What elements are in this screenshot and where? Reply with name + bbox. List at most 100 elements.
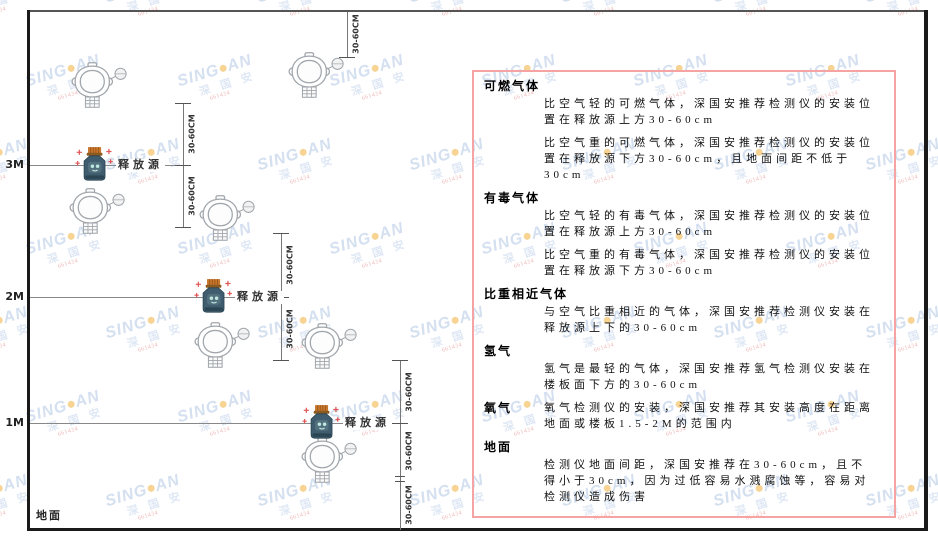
section-header: 氢气: [484, 344, 513, 358]
watermark-cn: 深 国 安: [278, 0, 338, 15]
watermark-cn: 深 国 安: [734, 0, 794, 15]
dim-tick: [175, 165, 191, 166]
dim-label: 30-60CM: [285, 245, 295, 285]
level-line-3m: [30, 165, 183, 166]
watermark-code: 661434: [289, 174, 312, 186]
watermark-dot-icon: [0, 147, 4, 157]
section-header: 氧气: [484, 401, 513, 415]
watermark-dot-icon: [906, 147, 916, 157]
section-similar-density-gas: 比重相近气体 与空气比重相近的气体，深国安推荐检测仪安装在释放源上下的30-60…: [484, 286, 880, 336]
dim-tick: [273, 360, 289, 361]
watermark-code: 661434: [441, 0, 492, 18]
section-text: 检测仪地面间距，深国安推荐在30-60cm，且不得小于30cm，因为过低容易水溅…: [544, 459, 870, 503]
watermark-code: 661434: [57, 426, 80, 438]
watermark-cn: 深 国 安: [430, 0, 490, 15]
dim-label: 30-60CM: [187, 114, 197, 154]
gas-detector-icon: [69, 188, 125, 234]
dim-label: 30-60CM: [404, 372, 414, 412]
watermark-cn: 深 国 安: [582, 0, 642, 15]
watermark-code: 661434: [209, 258, 232, 270]
level-line-2m: [30, 297, 281, 298]
watermark-cn: 深 国 安: [198, 69, 258, 99]
axis-label-2m: 2M: [5, 290, 24, 303]
watermark-code: 661434: [897, 510, 920, 522]
section-flammable-gas: 可燃气体 比空气轻的可燃气体，深国安推荐检测仪的安装位置在释放源上方30-60c…: [484, 78, 880, 183]
watermark-dot-icon: [218, 399, 228, 409]
ground-label: 地面: [36, 510, 62, 522]
release-source-label: 释放源: [116, 159, 165, 172]
watermark-code: 661434: [209, 90, 232, 102]
gas-detector-icon: [194, 322, 250, 368]
watermark-dot-icon: [218, 63, 228, 73]
watermark-cn: 深 国 安: [46, 237, 106, 267]
gas-detector-icon: [288, 52, 344, 98]
watermark-cn: 深 国 安: [350, 69, 410, 99]
dimension-line-ceiling: [347, 11, 348, 57]
section-toxic-gas: 有毒气体 比空气轻的有毒气体，深国安推荐检测仪的安装位置在释放源上方30-60c…: [484, 190, 880, 279]
level-line-1m: [30, 423, 400, 424]
section-header: 地面: [484, 440, 513, 454]
watermark-cn: 深 国 安: [46, 405, 106, 435]
release-source-icon: [75, 146, 114, 181]
watermark-code: 661434: [361, 90, 384, 102]
section-text: 氢气是最轻的气体，深国安推荐氢气检测仪安装在楼板面下方的30-60cm: [544, 363, 874, 391]
dim-tick: [175, 103, 191, 104]
gas-detector-icon: [301, 323, 357, 369]
gas-detector-icon: [71, 62, 127, 108]
watermark-code: 661434: [289, 0, 340, 18]
section-text: 比空气轻的有毒气体，深国安推荐检测仪的安装位置在释放源上方30-60cm: [544, 210, 874, 238]
watermark-code: 661434: [289, 510, 312, 522]
watermark-dot-icon: [298, 483, 308, 493]
ceiling-line: [27, 10, 928, 12]
release-source-label: 释放源: [343, 417, 392, 430]
dim-label: 30-60CM: [187, 176, 197, 216]
watermark-cn: 深 国 安: [126, 321, 186, 351]
watermark-code: 661434: [745, 0, 796, 18]
dim-label: 30-60CM: [285, 309, 295, 349]
ground-line: [27, 528, 928, 531]
watermark-dot-icon: [146, 315, 156, 325]
watermark-code: 661434: [897, 0, 938, 18]
watermark-code: 661434: [0, 6, 8, 18]
watermark-code: 661434: [897, 174, 920, 186]
watermark-code: 661434: [897, 342, 920, 354]
left-wall-line: [27, 10, 30, 531]
watermark-dot-icon: [450, 483, 460, 493]
dim-break-tick: [395, 481, 405, 482]
release-source-label: 释放源: [235, 291, 284, 304]
section-text: 与空气比重相近的气体，深国安推荐检测仪安装在释放源上下的30-60cm: [544, 306, 874, 334]
section-oxygen: 氧气 氧气检测仪的安装，深国安推荐其安装高度在距离地面或楼板1.5-2M的范围内: [484, 400, 880, 432]
watermark-dot-icon: [146, 483, 156, 493]
section-text: 比空气重的可燃气体，深国安推荐检测仪的安装位置在释放源下方30-60cm，且地面…: [544, 137, 874, 181]
watermark-cn: 深 国 安: [278, 489, 338, 519]
watermark-code: 661434: [361, 258, 384, 270]
dim-break-tick: [395, 476, 405, 477]
watermark-code: 661434: [593, 0, 644, 18]
release-source-icon: [302, 404, 341, 439]
dim-label: 30-60CM: [351, 14, 361, 54]
section-header: 可燃气体: [484, 79, 541, 93]
watermark-dot-icon: [370, 231, 380, 241]
watermark-dot-icon: [906, 315, 916, 325]
watermark-dot-icon: [450, 147, 460, 157]
